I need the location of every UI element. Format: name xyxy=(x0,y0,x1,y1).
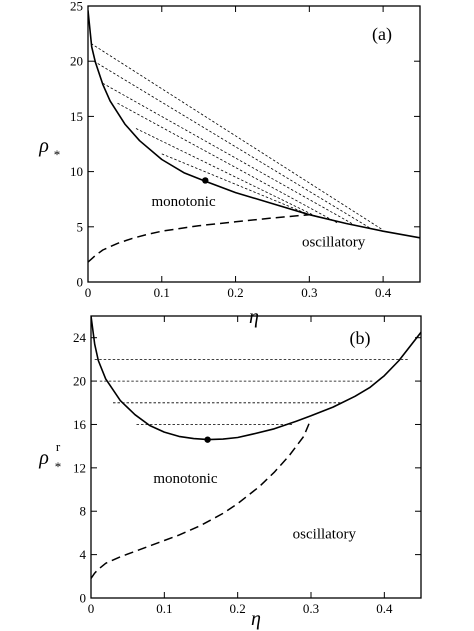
panel-b-plot-area xyxy=(91,316,421,579)
x-tick-label: 0.1 xyxy=(154,285,170,300)
dotted-tie-line xyxy=(102,82,356,227)
x-tick-label: 0 xyxy=(85,285,92,300)
panel-b-ylabel-main: ρ xyxy=(38,447,49,469)
panel-a-markers xyxy=(202,177,209,184)
panel-a-ylabel-main: ρ xyxy=(38,135,49,157)
y-tick-label: 8 xyxy=(80,504,87,519)
y-tick-label: 20 xyxy=(70,54,83,69)
region-label: monotonic xyxy=(151,194,216,210)
region-label: monotonic xyxy=(153,471,218,487)
x-tick-label: 0.1 xyxy=(156,601,172,616)
panel-a-region-labels: monotonic oscillatory xyxy=(151,194,365,251)
y-tick-label: 16 xyxy=(73,417,87,432)
panel-b-ylabel-sup: r xyxy=(56,439,61,454)
panel-a-series xyxy=(88,10,420,263)
y-tick-label: 12 xyxy=(73,460,86,475)
panel-a-ylabel-sub: * xyxy=(54,147,61,162)
region-label: oscillatory xyxy=(293,526,357,542)
panel-b-ylabel-sub: * xyxy=(55,459,62,474)
x-tick-label: 0.2 xyxy=(227,285,243,300)
dashed-curve xyxy=(88,213,310,263)
x-tick-label: 0.4 xyxy=(376,601,393,616)
y-tick-label: 15 xyxy=(70,109,83,124)
dotted-tie-line xyxy=(93,60,371,229)
panel-b-frame xyxy=(90,315,422,599)
x-tick-label: 0.4 xyxy=(375,285,392,300)
panel-b-markers xyxy=(204,436,211,443)
y-tick-label: 4 xyxy=(80,547,87,562)
panel-b-label: (b) xyxy=(350,328,371,349)
y-tick-label: 0 xyxy=(77,275,84,290)
panel-b-region-labels: monotonic oscillatory xyxy=(153,471,356,542)
panel-b-ylabel: ρ * r xyxy=(38,439,61,474)
critical-point-marker xyxy=(202,177,209,184)
panel-a-label: (a) xyxy=(372,24,392,45)
y-tick-label: 10 xyxy=(70,164,83,179)
panel-b-ticks: 0 0.1 0.2 0.3 0.4 0 4 8 12 16 20 24 xyxy=(73,316,421,616)
x-tick-label: 0.3 xyxy=(303,601,319,616)
solid-curve xyxy=(91,316,421,441)
y-tick-label: 0 xyxy=(80,591,87,606)
panel-a-plot-area xyxy=(88,10,420,263)
dotted-tie-line xyxy=(161,153,310,216)
panel-a-frame xyxy=(87,5,421,283)
x-tick-label: 0 xyxy=(88,601,95,616)
panel-a-xlabel: η xyxy=(249,306,259,328)
y-tick-label: 24 xyxy=(73,330,87,345)
panel-a: 0 0.1 0.2 0.3 0.4 0 5 10 15 20 25 monotonic oscilla… xyxy=(38,0,421,328)
x-tick-label: 0.3 xyxy=(301,285,317,300)
x-tick-label: 0.2 xyxy=(230,601,246,616)
dotted-tie-line xyxy=(90,43,384,231)
y-tick-label: 20 xyxy=(73,374,86,389)
dashed-curve xyxy=(91,418,312,579)
panel-b-series xyxy=(91,316,421,579)
panel-b: 0 0.1 0.2 0.3 0.4 0 4 8 12 16 20 24 monotonic oscill… xyxy=(38,315,422,630)
panel-a-ylabel: ρ * xyxy=(38,135,60,162)
panel-b-xlabel: η xyxy=(251,608,261,630)
solid-curve xyxy=(88,10,420,239)
region-label: oscillatory xyxy=(302,235,366,251)
critical-point-marker xyxy=(204,436,211,443)
y-tick-label: 25 xyxy=(70,0,83,14)
panel-a-ticks: 0 0.1 0.2 0.3 0.4 0 5 10 15 20 25 xyxy=(70,0,420,300)
dotted-tie-line xyxy=(135,128,319,218)
dotted-tie-line xyxy=(117,102,338,224)
y-tick-label: 5 xyxy=(77,219,84,234)
